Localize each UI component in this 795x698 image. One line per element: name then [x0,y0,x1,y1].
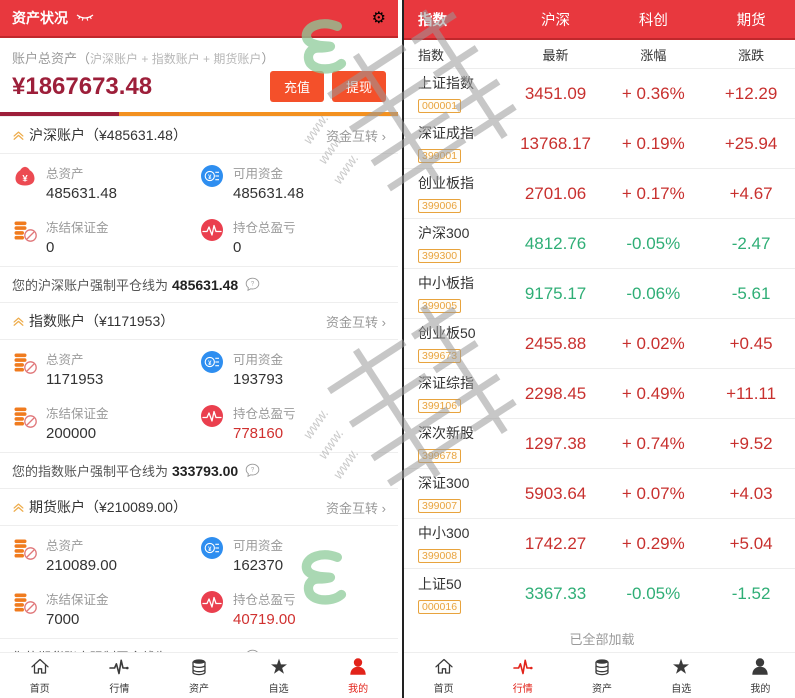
svg-text:?: ? [251,281,255,287]
svg-text:¥: ¥ [22,174,28,185]
svg-text:?: ? [251,467,255,473]
